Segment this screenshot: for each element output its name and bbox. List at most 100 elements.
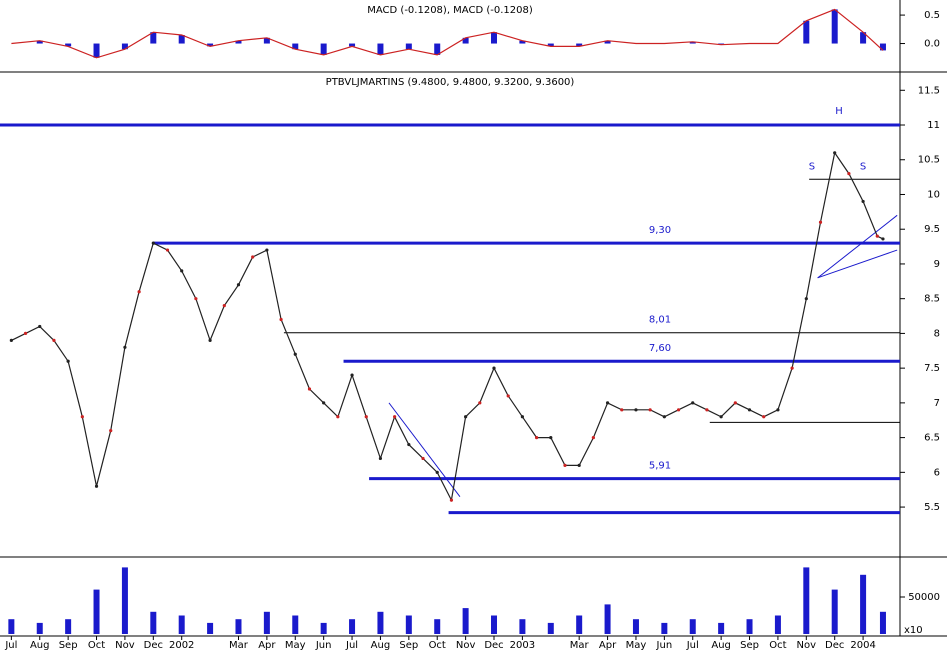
price-point <box>38 324 42 329</box>
volume-bar <box>292 615 299 634</box>
volume-bar <box>349 619 356 634</box>
price-point <box>407 442 411 447</box>
price-point <box>236 283 241 287</box>
volume-bar <box>491 615 498 634</box>
volume-bar <box>434 619 441 634</box>
volume-bar <box>263 611 270 634</box>
x-tick-label: May <box>285 640 306 651</box>
volume-bar <box>150 611 157 634</box>
macd-bar <box>263 37 270 44</box>
x-tick-label: Aug <box>371 640 391 651</box>
volume-bar <box>879 611 886 634</box>
price-point <box>719 415 723 419</box>
price-point <box>265 248 269 252</box>
price-point <box>676 408 681 412</box>
price-point <box>847 172 851 176</box>
price-point <box>336 415 340 419</box>
price-point <box>762 415 766 419</box>
price-point <box>881 237 885 241</box>
price-point <box>80 415 84 419</box>
trend-line <box>388 402 461 497</box>
price-point <box>875 234 879 238</box>
x-tick-label: Mar <box>229 640 249 651</box>
y-tick-label: 11.5 <box>918 85 940 96</box>
macd-bar <box>576 43 583 47</box>
price-point <box>520 415 524 419</box>
macd-bar <box>879 43 886 51</box>
price-point <box>662 415 666 419</box>
volume-bar <box>93 589 100 634</box>
price-point <box>293 352 297 356</box>
x-tick-label: May <box>626 640 647 651</box>
annotation: S <box>809 162 815 173</box>
trend-line <box>817 214 898 279</box>
price-point <box>66 359 70 363</box>
x-tick-label: Aug <box>30 640 50 651</box>
price-point <box>180 269 184 273</box>
x-tick-label: Aug <box>711 640 731 651</box>
level-label: 9,30 <box>649 225 671 236</box>
price-point <box>165 248 170 252</box>
volume-bar <box>320 622 327 634</box>
price-point <box>620 408 624 412</box>
price-point <box>648 408 652 412</box>
price-point <box>393 415 397 419</box>
price-point <box>9 338 13 342</box>
volume-bar <box>207 622 214 634</box>
volume-bar <box>774 615 781 634</box>
price-point <box>222 304 226 308</box>
price-point <box>634 408 638 412</box>
price-point <box>464 415 468 419</box>
macd-bar <box>65 43 72 47</box>
x-tick-label: Jun <box>656 640 673 651</box>
macd-bar <box>349 43 356 47</box>
x-tick-label: Jun <box>315 640 332 651</box>
macd-line <box>11 8 884 59</box>
level-label: 7,60 <box>649 343 671 354</box>
price-point <box>549 436 553 440</box>
annotation: S <box>860 162 866 173</box>
price-point <box>492 366 496 370</box>
x-tick-label: Sep <box>740 640 759 651</box>
macd-bar <box>547 43 554 47</box>
volume-bar <box>831 589 838 634</box>
macd-bar <box>831 9 838 44</box>
macd-bar <box>320 43 327 55</box>
price-title: PTBVLJMARTINS (9.4800, 9.4800, 9.3200, 9… <box>326 77 575 88</box>
price-point <box>279 317 283 322</box>
price-point <box>307 387 312 391</box>
price-point <box>733 401 737 405</box>
price-point <box>818 220 823 224</box>
price-point <box>364 415 368 419</box>
macd-bar <box>235 40 242 44</box>
price-point <box>322 401 326 405</box>
macd-bar <box>377 43 384 55</box>
macd-bar <box>150 32 157 44</box>
x-tick-label: Sep <box>59 640 78 651</box>
macd-bar <box>491 32 498 44</box>
x-tick-label: Apr <box>258 640 276 651</box>
x-tick-label: Nov <box>797 640 817 651</box>
price-point <box>790 366 794 370</box>
price-point <box>691 401 695 405</box>
price-point <box>449 498 454 502</box>
y-tick-label: 0.5 <box>924 10 940 21</box>
volume-bar <box>718 622 725 634</box>
volume-bar <box>803 567 810 634</box>
price-point <box>478 401 482 405</box>
price-point <box>563 463 567 467</box>
price-point <box>350 373 354 377</box>
price-point <box>109 429 113 433</box>
price-point <box>605 401 610 405</box>
y-tick-label: 7.5 <box>924 363 940 374</box>
macd-bar <box>803 20 810 44</box>
price-point <box>705 408 709 412</box>
y-tick-label: 10.5 <box>918 155 940 166</box>
volume-bar <box>36 622 43 634</box>
macd-bar <box>121 43 128 50</box>
x-tick-label: 2002 <box>169 640 194 651</box>
x-tick-label: Jul <box>4 640 17 651</box>
volume-bar <box>519 619 526 634</box>
x-tick-label: Dec <box>825 640 844 651</box>
